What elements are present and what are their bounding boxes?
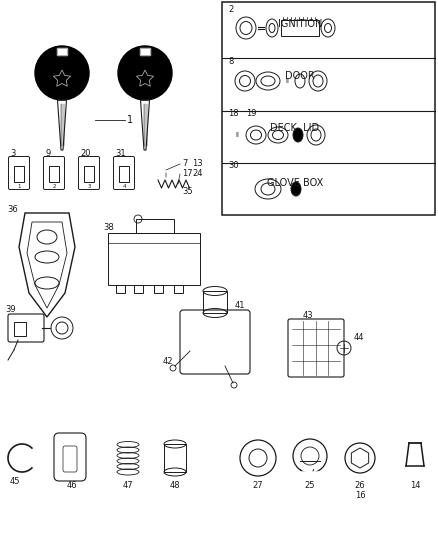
- Text: 41: 41: [235, 301, 246, 310]
- Text: 38: 38: [103, 222, 114, 231]
- Text: DOOR: DOOR: [285, 71, 315, 81]
- Text: 24: 24: [192, 169, 202, 179]
- Text: 35: 35: [182, 188, 193, 197]
- Bar: [116, 285, 125, 293]
- Text: 26: 26: [355, 481, 365, 490]
- Text: 14: 14: [410, 481, 420, 490]
- Bar: [84, 166, 94, 182]
- Text: 44: 44: [354, 334, 364, 343]
- Text: 19: 19: [246, 109, 257, 117]
- Circle shape: [118, 46, 172, 100]
- Text: 2: 2: [228, 4, 233, 13]
- Text: 3: 3: [87, 183, 91, 189]
- Bar: [49, 166, 59, 182]
- Text: II: II: [285, 78, 289, 84]
- Text: 27: 27: [253, 481, 263, 490]
- Text: 3: 3: [10, 149, 15, 158]
- Text: 20: 20: [80, 149, 91, 158]
- Text: 1: 1: [17, 183, 21, 189]
- Text: DECK  LID: DECK LID: [270, 123, 320, 133]
- Text: 30: 30: [228, 160, 239, 169]
- Text: 46: 46: [67, 481, 78, 490]
- Bar: [14, 322, 26, 336]
- Bar: [57, 48, 67, 55]
- Bar: [222, 2, 435, 215]
- Text: II: II: [235, 132, 239, 138]
- Text: 43: 43: [303, 311, 314, 319]
- Text: 16: 16: [355, 491, 365, 500]
- Text: 36: 36: [7, 206, 18, 214]
- Ellipse shape: [293, 128, 303, 142]
- Bar: [164, 444, 186, 472]
- Bar: [57, 48, 67, 55]
- Text: 7: 7: [182, 159, 187, 168]
- Text: 2: 2: [52, 183, 56, 189]
- Text: GLOVE BOX: GLOVE BOX: [267, 178, 323, 188]
- Bar: [134, 285, 143, 293]
- Ellipse shape: [291, 182, 301, 196]
- Text: 48: 48: [170, 481, 180, 490]
- Text: 31: 31: [115, 149, 126, 158]
- Text: 8: 8: [228, 56, 233, 66]
- Bar: [119, 166, 129, 182]
- Text: 18: 18: [228, 109, 239, 117]
- Text: 39: 39: [5, 305, 16, 314]
- Text: 1: 1: [127, 115, 133, 125]
- Bar: [108, 233, 200, 285]
- Bar: [140, 48, 150, 55]
- Bar: [203, 291, 227, 313]
- Text: 45: 45: [10, 478, 20, 487]
- Text: 17: 17: [182, 169, 193, 179]
- Bar: [174, 285, 183, 293]
- Bar: [140, 48, 150, 55]
- Bar: [14, 166, 24, 182]
- Text: 4: 4: [122, 183, 126, 189]
- Text: 9: 9: [45, 149, 50, 158]
- Circle shape: [35, 46, 89, 100]
- Text: 13: 13: [192, 159, 203, 168]
- Text: 42: 42: [163, 357, 173, 366]
- Bar: [154, 285, 163, 293]
- Text: IGNITION: IGNITION: [278, 19, 322, 29]
- Text: 47: 47: [123, 481, 133, 490]
- Bar: [136, 219, 174, 233]
- Text: 25: 25: [305, 481, 315, 490]
- Bar: [281, 20, 319, 36]
